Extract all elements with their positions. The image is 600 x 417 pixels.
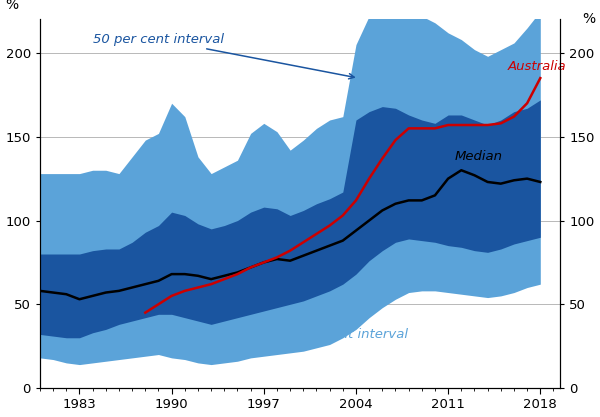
Text: Australia: Australia (508, 60, 566, 73)
Y-axis label: %: % (5, 0, 18, 12)
Text: 50 per cent interval: 50 per cent interval (93, 33, 354, 79)
Y-axis label: %: % (582, 12, 595, 26)
Text: Median: Median (455, 151, 503, 163)
Text: 80 per cent interval: 80 per cent interval (277, 328, 408, 341)
